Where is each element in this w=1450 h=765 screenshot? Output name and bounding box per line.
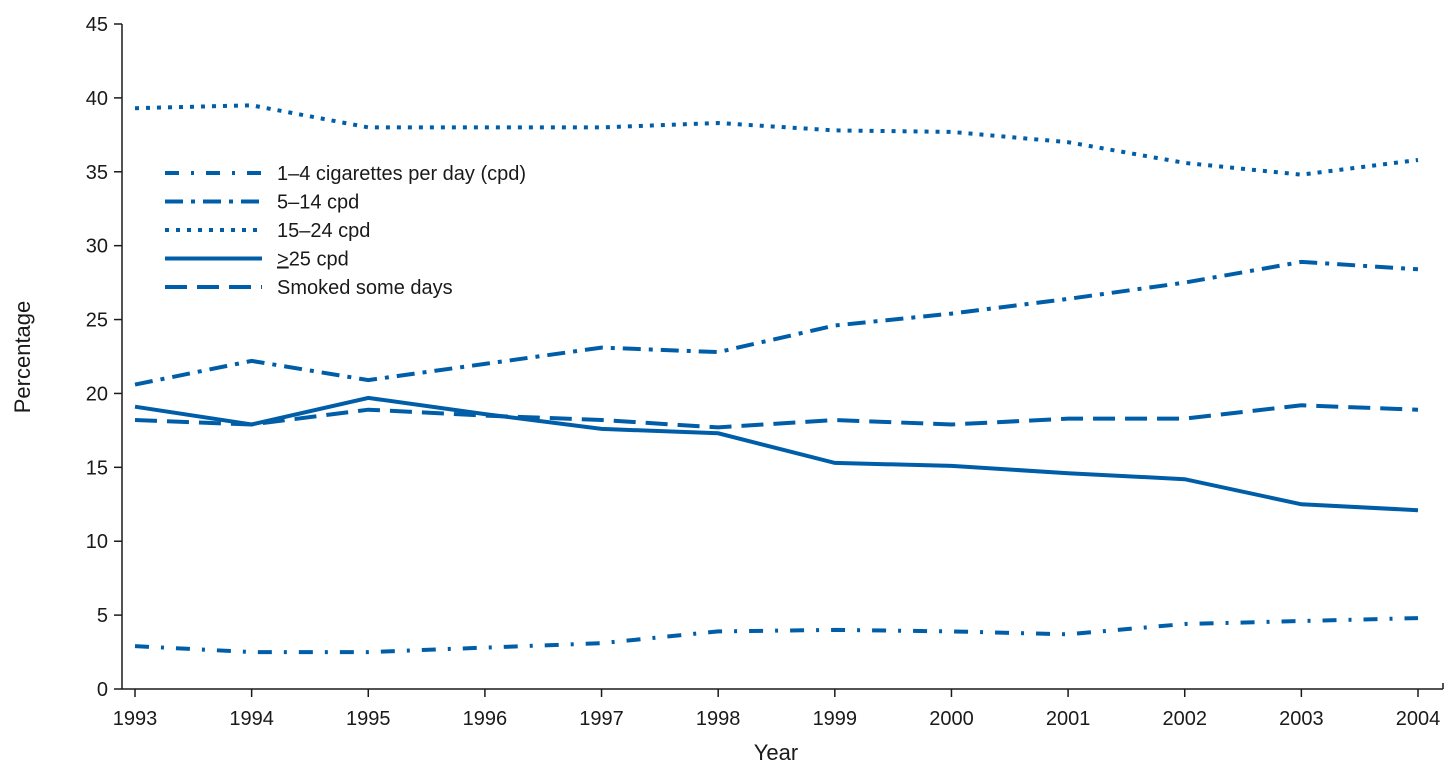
chart-axes	[121, 24, 1444, 690]
series-line-1	[134, 616, 1419, 655]
x-tick-label: 1998	[696, 708, 741, 730]
legend-label-1: 1–4 cigarettes per day (cpd)	[277, 163, 526, 185]
x-tick-label: 2001	[1046, 708, 1091, 730]
y-tick-label: 5	[97, 605, 108, 627]
y-tick-label: 35	[86, 162, 108, 184]
x-tick-label: 1996	[463, 708, 508, 730]
x-tick-label: 2000	[929, 708, 974, 730]
x-axis-title: Year	[754, 740, 798, 765]
x-tick-label: 1994	[229, 708, 274, 730]
y-tick-label: 25	[86, 310, 108, 332]
legend-text: Smoked some days	[277, 277, 453, 299]
legend-prefix: >	[277, 249, 289, 271]
legend-text: 1–4 cigarettes per day (cpd)	[277, 163, 526, 185]
legend-text: 5–14 cpd	[277, 192, 359, 214]
series-line-2	[134, 259, 1419, 387]
series-lines	[134, 103, 1419, 655]
y-tick-label: 30	[86, 236, 108, 258]
y-tick-label: 20	[86, 383, 108, 405]
legend-text: 25 cpd	[289, 249, 349, 271]
x-tick-label: 2003	[1279, 708, 1324, 730]
legend-label-5: Smoked some days	[277, 277, 453, 299]
x-tick-label: 2004	[1396, 708, 1441, 730]
x-tick-label: 2002	[1162, 708, 1207, 730]
legend: 1–4 cigarettes per day (cpd) 5–14 cpd 15–2…	[165, 163, 526, 299]
x-tick-label: 1997	[579, 708, 624, 730]
y-axis-ticks: 0 5 10 15 20 25 30 35 40 45	[86, 14, 122, 701]
y-tick-label: 15	[86, 457, 108, 479]
legend-label-4: >25 cpd	[277, 249, 349, 271]
y-tick-label: 45	[86, 14, 108, 36]
x-tick-label: 1993	[113, 708, 158, 730]
y-axis-title: Percentage	[10, 301, 35, 414]
legend-label-3: 15–24 cpd	[277, 220, 370, 242]
legend-text: 15–24 cpd	[277, 220, 370, 242]
x-tick-label: 1995	[346, 708, 391, 730]
y-tick-label: 0	[97, 679, 108, 701]
y-tick-label: 10	[86, 531, 108, 553]
y-tick-label: 40	[86, 88, 108, 110]
series-line-4	[134, 395, 1419, 513]
x-axis-ticks: 1993 1994 1995 1996 1997 1998 1999 2000 2001 2002…	[113, 689, 1441, 730]
x-tick-label: 1999	[813, 708, 858, 730]
series-line-5	[134, 403, 1419, 430]
legend-label-2: 5–14 cpd	[277, 192, 359, 214]
